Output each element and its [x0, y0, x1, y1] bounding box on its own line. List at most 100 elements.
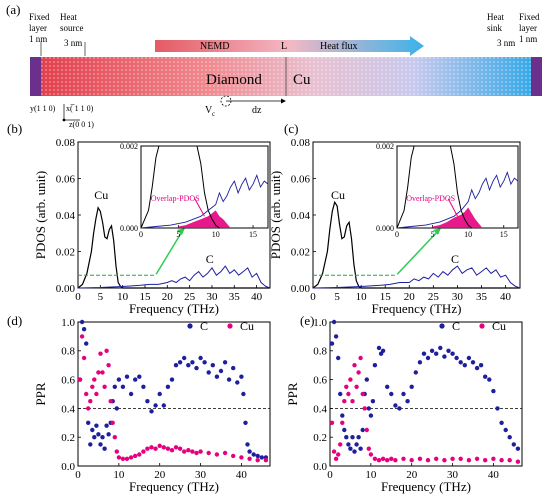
data-point-cu — [380, 456, 386, 461]
y-tick-label: 0.02 — [291, 246, 310, 258]
data-point-cu — [483, 458, 488, 463]
heat-source-width: 3 nm — [64, 38, 82, 48]
x-tick-label: 0 — [327, 469, 333, 481]
data-point-cu — [169, 448, 175, 453]
y-tick-label: 0.4 — [313, 403, 327, 415]
inset-background — [397, 146, 518, 228]
data-point-cu — [116, 455, 122, 460]
data-point-c — [81, 327, 87, 332]
nemd-label: NEMD — [200, 41, 229, 52]
y-tick-label: 1.0 — [61, 317, 75, 329]
charts: (b)0 5 10 15 20 25 30 35 400.000.020.040.060.08F… — [7, 121, 523, 494]
fixed-layer-left — [30, 57, 41, 96]
data-point-c — [389, 391, 394, 397]
heat-source-line2: source — [60, 23, 84, 33]
data-point-cu — [79, 334, 85, 339]
data-point-c — [360, 427, 365, 433]
legend-label-c: C — [200, 319, 208, 333]
y-tick-label: 0.000 — [120, 224, 138, 233]
data-point-c — [358, 446, 363, 451]
data-point-c — [336, 355, 341, 361]
axis-z-label: z(0 0 1) — [69, 120, 94, 129]
data-point-cu — [100, 370, 105, 375]
data-point-c — [474, 365, 480, 371]
data-point-c — [344, 435, 349, 440]
chart-b: (b) 0 5 10 15 20 25 30 35 40 0.00 0.02 0.04 0.06 0.08 F… — [7, 121, 271, 316]
data-point-cu — [161, 445, 166, 450]
data-point-c — [417, 360, 423, 365]
data-point-c — [438, 345, 443, 351]
data-point-c — [413, 370, 418, 375]
x-tick-label: 35 — [229, 291, 241, 303]
data-point-c — [124, 374, 130, 379]
x-tick-label: 15 — [500, 230, 508, 239]
legend-marker-c — [439, 323, 445, 329]
data-point-cu — [149, 445, 154, 450]
fixed-layer-right-line2: layer — [519, 23, 537, 33]
data-point-cu — [182, 449, 187, 454]
data-point-cu — [153, 446, 158, 451]
series-label-c: C — [451, 252, 459, 266]
series-cu — [329, 355, 521, 464]
y-tick-label: 0.0 — [313, 461, 327, 473]
data-point-cu — [173, 445, 179, 450]
series-cu — [77, 334, 269, 463]
x-tick-label: 35 — [476, 291, 488, 303]
chart-c: (c) 0 5 10 15 20 25 30 35 40 0.00 0.02 0.04 0.06 0.08 F… — [268, 121, 521, 316]
data-point-c — [198, 355, 203, 361]
inset-line-cu — [396, 145, 473, 229]
data-point-cu — [409, 458, 414, 463]
data-point-cu — [362, 406, 367, 411]
heat-sink-width: 3 nm — [497, 38, 515, 48]
data-point-cu — [364, 427, 369, 433]
legend-marker-cu — [479, 323, 485, 329]
inset-line-cu — [140, 145, 220, 229]
x-axis-label: Frequency (THz) — [129, 479, 219, 494]
series-c — [77, 319, 269, 460]
zoom-arrowhead — [433, 228, 441, 235]
x-tick-label: 40 — [251, 291, 263, 303]
series-line-cu — [77, 206, 270, 289]
x-tick-label: 30 — [447, 469, 459, 481]
panel-label-a: (a) — [6, 2, 20, 17]
data-point-cu — [120, 456, 126, 461]
data-point-cu — [104, 348, 109, 353]
data-point-c — [112, 384, 118, 389]
y-tick-label: 0.00 — [291, 283, 311, 295]
data-point-cu — [515, 459, 521, 464]
data-point-c — [79, 319, 85, 325]
data-point-cu — [425, 458, 431, 463]
inset-line-c — [140, 173, 269, 229]
x-tick-label: 20 — [154, 469, 166, 481]
y-tick-label: 0.8 — [313, 346, 327, 358]
data-point-c — [491, 388, 496, 394]
data-point-c — [495, 406, 500, 411]
data-point-c — [128, 391, 134, 397]
data-point-cu — [165, 446, 171, 451]
data-point-cu — [372, 456, 378, 461]
data-point-cu — [198, 449, 203, 454]
data-point-cu — [88, 399, 93, 404]
data-point-cu — [214, 452, 220, 457]
data-point-c — [370, 399, 376, 404]
axis-origin — [62, 118, 66, 122]
fixed-layer-right-line1: Fixed — [519, 12, 540, 22]
data-point-c — [90, 427, 95, 433]
data-point-c — [380, 348, 386, 353]
data-point-c — [487, 377, 492, 382]
data-point-cu — [94, 391, 99, 397]
data-point-c — [86, 420, 91, 425]
data-point-c — [145, 399, 150, 404]
data-point-cu — [342, 399, 347, 404]
data-point-c — [458, 360, 463, 365]
inset-chart: 0 5 10 15 0.000 0.002 Overlap-PDOS — [376, 142, 519, 239]
heat-sink-line1: Heat — [487, 12, 504, 22]
x-tick-label: 5 — [334, 291, 340, 303]
series-label-cu: Cu — [94, 188, 108, 202]
data-point-cu — [90, 384, 95, 389]
y-tick-label: 1.0 — [313, 317, 327, 329]
data-point-cu — [417, 456, 423, 461]
data-point-c — [186, 363, 191, 368]
fixed-layer-left-line3: 1 nm — [29, 34, 47, 44]
data-point-cu — [368, 452, 374, 457]
